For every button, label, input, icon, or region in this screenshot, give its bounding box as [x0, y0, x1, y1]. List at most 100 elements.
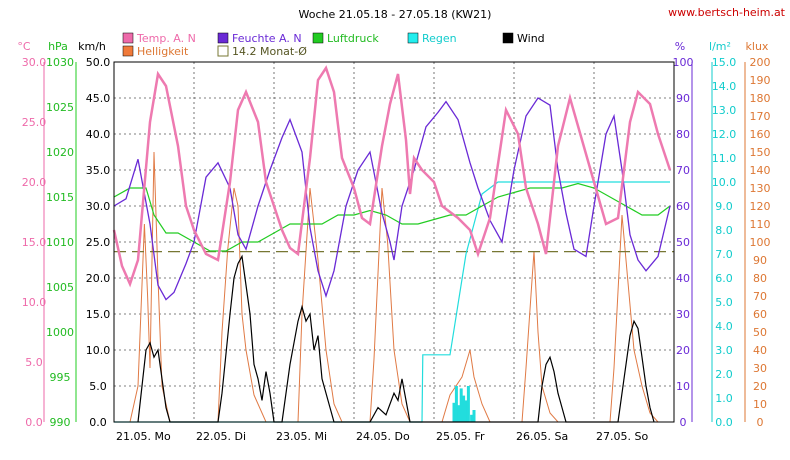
tick-label-druck: 1025 — [46, 101, 74, 114]
source-link[interactable]: www.bertsch-heim.at — [668, 6, 786, 19]
axis-ticks: 0.05.010.015.020.025.030.099099510001005… — [22, 56, 771, 429]
tick-label-druck: 1015 — [46, 191, 74, 204]
regen-bar — [454, 386, 458, 422]
tick-label-regen: 0.0 — [715, 416, 733, 429]
tick-label-temp: 5.0 — [25, 356, 43, 369]
regen-bar — [452, 402, 456, 422]
x-tick-label: 27.05. So — [596, 430, 648, 443]
legend-monat-swatch — [217, 45, 229, 57]
tick-label-klux: 20 — [753, 380, 767, 393]
tick-label-regen: 9.0 — [715, 200, 733, 213]
regen-bar — [470, 414, 474, 422]
tick-label-temp: 25.0 — [22, 116, 47, 129]
tick-label-wind: 40.0 — [86, 128, 111, 141]
tick-label-regen: 14.0 — [712, 80, 737, 93]
tick-label-wind: 45.0 — [86, 92, 111, 105]
tick-label-feuchte: 60 — [676, 200, 690, 213]
series-feuchte — [113, 97, 671, 301]
tick-label-klux: 110 — [750, 218, 771, 231]
tick-label-temp: 15.0 — [22, 236, 47, 249]
regen-bar — [464, 400, 468, 422]
axis-unit-klux: klux — [746, 40, 769, 53]
tick-label-temp: 10.0 — [22, 296, 47, 309]
tick-label-regen: 13.0 — [712, 104, 737, 117]
chart-title: Woche 21.05.18 - 27.05.18 (KW21) — [299, 8, 492, 21]
series-temp — [112, 65, 672, 288]
tick-label-feuchte: 70 — [676, 164, 690, 177]
tick-label-klux: 40 — [753, 344, 767, 357]
tick-label-klux: 160 — [750, 128, 771, 141]
tick-label-temp: 20.0 — [22, 176, 47, 189]
tick-label-feuchte: 10 — [676, 380, 690, 393]
tick-label-wind: 5.0 — [89, 380, 107, 393]
tick-label-regen: 3.0 — [715, 344, 733, 357]
x-tick-label: 21.05. Mo — [116, 430, 171, 443]
axis-unit-regen: l/m² — [709, 40, 731, 53]
legend-helligkeit-swatch — [122, 45, 134, 57]
legend-regen-swatch — [407, 32, 419, 44]
x-tick-label: 23.05. Mi — [276, 430, 327, 443]
tick-label-feuchte: 30 — [676, 308, 690, 321]
tick-label-wind: 50.0 — [86, 56, 111, 69]
tick-label-druck: 1005 — [46, 281, 74, 294]
tick-label-wind: 15.0 — [86, 308, 111, 321]
tick-label-klux: 90 — [753, 254, 767, 267]
tick-label-klux: 30 — [753, 362, 767, 375]
tick-label-wind: 20.0 — [86, 272, 111, 285]
legend-monat-label: 14.2 Monat-Ø — [232, 45, 307, 58]
tick-label-temp: 30.0 — [22, 56, 47, 69]
tick-label-regen: 6.0 — [715, 272, 733, 285]
legend-helligkeit-label: Helligkeit — [137, 45, 189, 58]
axis-unit-wind: km/h — [78, 40, 106, 53]
axis-unit-feuchte: % — [675, 40, 685, 53]
series-helligkeit — [129, 151, 659, 423]
tick-label-klux: 100 — [750, 236, 771, 249]
tick-label-temp: 0.0 — [25, 416, 43, 429]
axis-unit-druck: hPa — [48, 40, 68, 53]
tick-label-regen: 5.0 — [715, 296, 733, 309]
tick-label-klux: 60 — [753, 308, 767, 321]
tick-label-druck: 1000 — [46, 326, 74, 339]
axis-unit-temp: °C — [17, 40, 31, 53]
tick-label-regen: 10.0 — [712, 176, 737, 189]
tick-label-regen: 2.0 — [715, 368, 733, 381]
tick-label-druck: 1020 — [46, 146, 74, 159]
tick-label-klux: 0 — [757, 416, 764, 429]
series-luftdruck — [113, 182, 671, 252]
tick-label-wind: 35.0 — [86, 164, 111, 177]
tick-label-klux: 130 — [750, 182, 771, 195]
tick-label-feuchte: 50 — [676, 236, 690, 249]
tick-label-druck: 1010 — [46, 236, 74, 249]
tick-label-druck: 1030 — [46, 56, 74, 69]
legend-wind-swatch — [502, 32, 514, 44]
tick-label-feuchte: 100 — [673, 56, 694, 69]
tick-label-feuchte: 90 — [676, 92, 690, 105]
tick-label-regen: 1.0 — [715, 392, 733, 405]
tick-label-feuchte: 20 — [676, 344, 690, 357]
legend-wind-label: Wind — [517, 32, 545, 45]
legend-feuchte-label: Feuchte A. N — [232, 32, 302, 45]
legend-luftdruck-label: Luftdruck — [327, 32, 379, 45]
regen-bar — [459, 388, 463, 422]
tick-label-klux: 170 — [750, 110, 771, 123]
regen-bar — [462, 395, 466, 422]
x-axis: 21.05. Mo 22.05. Di 23.05. Mi 24.05. Do 25.0… — [116, 430, 648, 443]
tick-label-klux: 50 — [753, 326, 767, 339]
tick-label-feuchte: 40 — [676, 272, 690, 285]
x-tick-label: 26.05. Sa — [516, 430, 568, 443]
legend-temp-label: Temp. A. N — [136, 32, 196, 45]
x-tick-label: 24.05. Do — [356, 430, 410, 443]
tick-label-wind: 25.0 — [86, 236, 111, 249]
plot-frame — [113, 61, 675, 423]
legend-luftdruck-swatch — [312, 32, 324, 44]
tick-label-wind: 30.0 — [86, 200, 111, 213]
grid — [114, 62, 674, 422]
tick-label-feuchte: 80 — [676, 128, 690, 141]
series-wind — [137, 254, 655, 423]
legend-feuchte-swatch — [217, 32, 229, 44]
tick-label-druck: 995 — [50, 371, 71, 384]
tick-label-regen: 15.0 — [712, 56, 737, 69]
tick-label-regen: 4.0 — [715, 320, 733, 333]
tick-label-klux: 140 — [750, 164, 771, 177]
